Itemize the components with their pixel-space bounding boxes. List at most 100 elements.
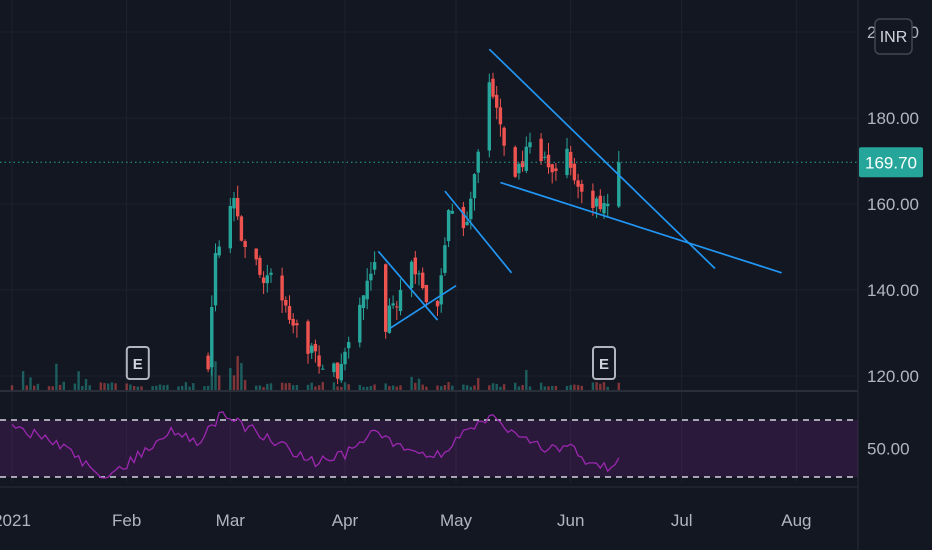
date-tick-label: Jul	[671, 511, 693, 530]
earnings-marker-label: E	[133, 356, 143, 373]
volume-bar	[336, 386, 339, 390]
candle-body	[572, 163, 577, 181]
price-tick-label: 120.00	[867, 367, 919, 386]
volume-bar	[55, 363, 58, 390]
earnings-marker-label: E	[599, 356, 609, 373]
candle-body	[591, 190, 595, 209]
currency-label: INR	[880, 29, 908, 46]
candle-body	[617, 162, 621, 207]
candle-body	[313, 343, 318, 352]
volume-bar	[414, 382, 417, 390]
candle-body	[487, 82, 491, 151]
candle-body	[284, 299, 288, 306]
volume-bar	[391, 385, 395, 390]
volume-bar	[306, 384, 310, 390]
volume-bar	[554, 385, 558, 390]
volume-bar	[25, 385, 28, 390]
volume-bar	[181, 385, 184, 390]
candle-body	[358, 304, 362, 343]
volume-bar	[321, 382, 324, 390]
volume-bars	[10, 350, 620, 390]
volume-bar	[469, 386, 472, 390]
candle-body	[361, 295, 366, 309]
trendline	[488, 48, 716, 270]
candle-body	[606, 203, 610, 207]
candle-body	[520, 161, 525, 168]
earnings-marker: E	[592, 346, 616, 380]
volume-bar	[399, 385, 402, 390]
volume-bar	[236, 356, 239, 390]
price-tick-label: 160.00	[867, 195, 919, 214]
candle-body	[594, 198, 599, 207]
candle-body	[261, 277, 266, 284]
volume-bar	[58, 384, 62, 390]
volume-bar	[580, 385, 583, 390]
volume-bar	[232, 375, 236, 390]
volume-bar	[206, 385, 210, 390]
candle-body	[450, 210, 454, 214]
volume-bar	[417, 378, 421, 390]
candle-body	[384, 264, 388, 332]
volume-bar	[569, 385, 572, 390]
candles	[206, 72, 621, 385]
date-tick-label: 2021	[0, 511, 31, 530]
volume-bar	[284, 383, 287, 390]
earnings-marker: E	[125, 346, 150, 380]
volume-bar	[36, 383, 40, 390]
volume-bar	[477, 377, 480, 390]
rsi-polyline	[11, 411, 620, 479]
candle-body	[232, 198, 236, 209]
candle-body	[387, 305, 392, 333]
volume-bar	[288, 382, 291, 390]
volume-bar	[269, 383, 273, 390]
volume-bar	[551, 385, 554, 390]
volume-bar	[47, 386, 51, 390]
candle-body	[236, 197, 240, 217]
date-tick-label: Mar	[216, 511, 246, 530]
volume-bar	[465, 385, 469, 390]
volume-bar	[136, 386, 139, 390]
candle-body	[435, 300, 440, 307]
volume-bar	[84, 379, 88, 390]
volume-bar	[10, 385, 14, 390]
volume-bar	[395, 386, 398, 390]
candle-body	[365, 280, 369, 300]
candle-body	[550, 164, 554, 173]
volume-bar	[488, 385, 491, 390]
volume-bar	[358, 384, 361, 390]
volume-bar	[440, 386, 443, 390]
volume-bar	[243, 379, 247, 390]
candle-body	[258, 257, 262, 275]
volume-bar	[218, 375, 221, 390]
volume-bar	[129, 384, 132, 390]
volume-bar	[521, 384, 524, 390]
volume-bar	[576, 385, 580, 390]
candle-body	[395, 306, 399, 308]
candle-body	[369, 273, 373, 281]
volume-bar	[410, 376, 413, 390]
volume-bar	[203, 386, 206, 390]
volume-bar	[262, 386, 265, 390]
candle-body	[472, 174, 477, 199]
volume-bar	[292, 385, 295, 390]
volume-bar	[366, 386, 369, 390]
volume-bar	[517, 386, 521, 390]
candle-body	[465, 221, 469, 226]
candle-body	[409, 261, 414, 288]
volume-bar	[240, 363, 243, 390]
candle-body	[335, 362, 340, 379]
volume-bar	[314, 386, 317, 390]
candle-body	[528, 142, 532, 148]
trendline	[388, 284, 457, 330]
volume-bar	[436, 385, 439, 390]
candle-body	[217, 246, 221, 256]
volume-bar	[525, 369, 528, 390]
volume-bar	[473, 385, 476, 390]
volume-bar	[599, 383, 602, 390]
candle-body	[598, 195, 602, 210]
candle-body	[347, 342, 351, 349]
candle-body	[332, 363, 336, 373]
